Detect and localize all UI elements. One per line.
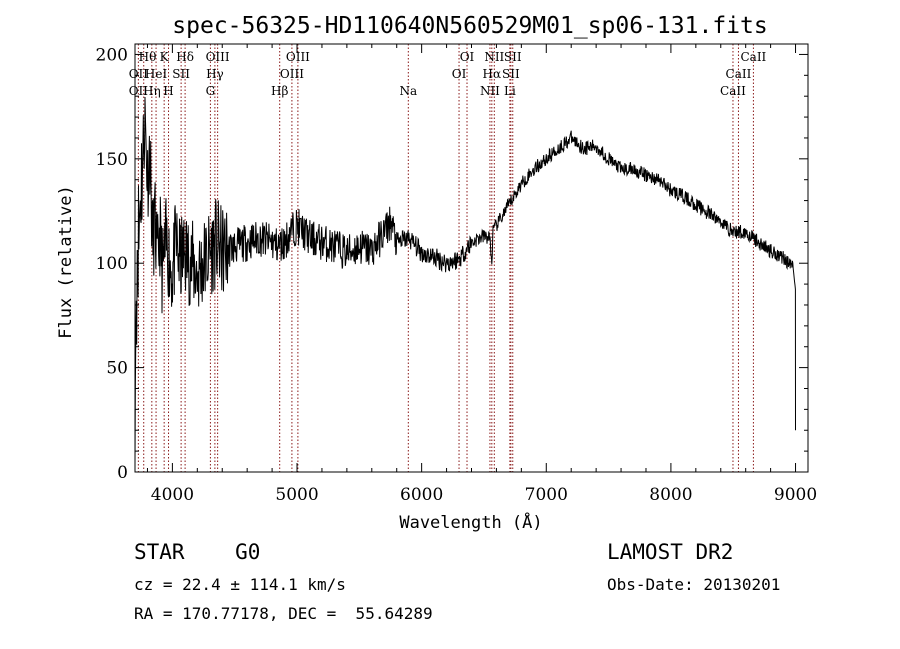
spectral-line-label: Hβ — [271, 84, 288, 98]
y-axis-label: Flux (relative) — [56, 185, 76, 339]
spectral-line-label: Hγ — [206, 67, 224, 81]
spectral-line-label: HeI — [145, 67, 168, 81]
spectral-line-label: CaII — [720, 84, 746, 98]
x-axis-ticks: 4000 5000 6000 7000 8000 9000 — [146, 44, 817, 505]
spectral-line-label: OI — [452, 67, 467, 81]
spectral-line-label: OIII — [206, 50, 230, 64]
x-tick-label: 9000 — [774, 485, 817, 505]
spectral-line-label: OII — [129, 84, 149, 98]
y-tick-label: 100 — [96, 254, 128, 274]
chart-title: spec-56325-HD110640N560529M01_sp06-131.f… — [172, 13, 767, 39]
survey-name: LAMOST DR2 — [607, 540, 734, 564]
spectral-line-label: CaII — [740, 50, 766, 64]
spectral-line-label: SII — [502, 67, 520, 81]
spectral-line-label: SII — [172, 67, 190, 81]
redshift-velocity: cz = 22.4 ± 114.1 km/s — [134, 575, 346, 594]
x-tick-label: 5000 — [275, 485, 318, 505]
ra-dec-coordinates: RA = 170.77178, DEC = 55.64289 — [134, 604, 433, 623]
spectral-line-label: Li — [504, 84, 516, 98]
spectral-line-label: SII — [504, 50, 522, 64]
x-tick-label: 8000 — [649, 485, 692, 505]
y-tick-label: 0 — [117, 463, 128, 483]
spectral-line-label: OIII — [286, 50, 310, 64]
x-tick-label: 4000 — [151, 485, 194, 505]
spectral-line-label: OIII — [280, 67, 304, 81]
spectral-line-label: Hθ — [139, 50, 157, 64]
spectral-line-label: H — [163, 84, 173, 98]
spectral-line-label: Hη — [143, 84, 161, 98]
y-tick-label: 200 — [96, 45, 128, 65]
observation-date: Obs-Date: 20130201 — [607, 575, 781, 594]
spectral-line-label: G — [206, 84, 216, 98]
spectral-line-label: K — [160, 50, 170, 64]
y-axis-ticks: 0 50 100 150 200 — [96, 45, 808, 483]
y-tick-label: 150 — [96, 150, 128, 170]
spectral-line-label: Hδ — [176, 50, 194, 64]
spectral-line-label: Hα — [483, 67, 502, 81]
spectral-line-markers — [137, 44, 754, 472]
spectral-line-label: Na — [399, 84, 417, 98]
x-axis-label: Wavelength (Å) — [399, 511, 542, 533]
spectral-line-label: NII — [480, 84, 500, 98]
x-tick-label: 7000 — [525, 485, 568, 505]
spectral-line-label: NII — [484, 50, 504, 64]
spectral-line-label: OI — [460, 50, 475, 64]
spectral-line-label: OII — [129, 67, 149, 81]
x-tick-label: 6000 — [400, 485, 443, 505]
spectrum-line — [134, 96, 796, 462]
object-class: STAR G0 — [134, 540, 261, 564]
spectral-line-label: CaII — [726, 67, 752, 81]
y-tick-label: 50 — [106, 359, 128, 379]
